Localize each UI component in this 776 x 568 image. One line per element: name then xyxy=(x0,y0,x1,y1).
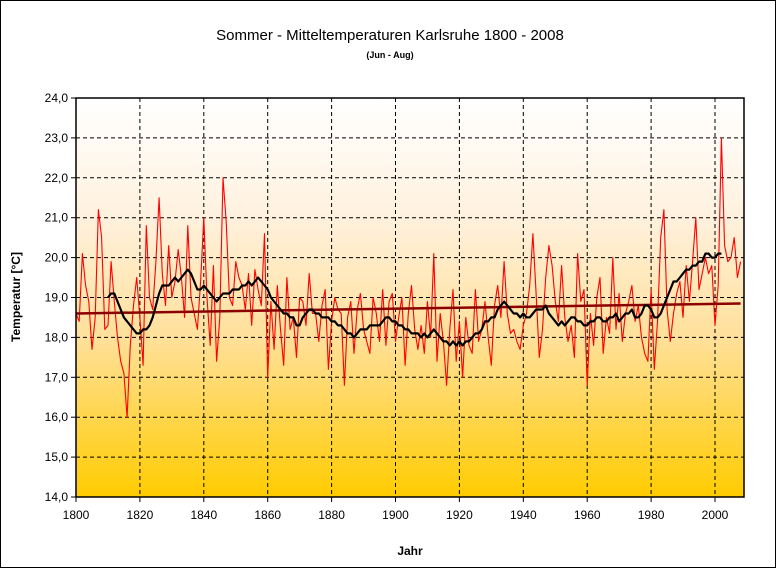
annual-temperature-line xyxy=(75,137,742,418)
y-tick-label: 14,0 xyxy=(45,490,69,504)
y-tick-label: 20,0 xyxy=(45,251,69,265)
moving-average-series-group xyxy=(107,252,722,347)
x-tick-label: 1960 xyxy=(574,508,601,522)
x-tick-label: 1900 xyxy=(382,508,409,522)
y-tick-label: 21,0 xyxy=(45,211,69,225)
x-tick-label: 1880 xyxy=(318,508,345,522)
y-tick-label: 17,0 xyxy=(45,370,69,384)
x-axis-label: Jahr xyxy=(397,544,423,558)
y-tick-label: 16,0 xyxy=(45,410,69,424)
x-tick-label: 2000 xyxy=(702,508,729,522)
x-tick-label: 1920 xyxy=(446,508,473,522)
moving-average-line xyxy=(107,252,722,347)
chart-title: Sommer - Mitteltemperaturen Karlsruhe 18… xyxy=(216,27,564,44)
x-axis: 1800 1820 1840 1860 1880 1900 1920 1940 1960 1980… xyxy=(63,497,729,522)
y-tick-label: 22,0 xyxy=(45,171,69,185)
x-tick-label: 1940 xyxy=(510,508,537,522)
x-tick-label: 1860 xyxy=(254,508,281,522)
x-tick-label: 1980 xyxy=(638,508,665,522)
trend-series-group xyxy=(75,302,741,315)
x-tick-label: 1840 xyxy=(190,508,217,522)
chart-subtitle: (Jun - Aug) xyxy=(366,50,413,60)
annual-series-group xyxy=(75,137,742,418)
y-tick-label: 23,0 xyxy=(45,131,69,145)
y-tick-label: 19,0 xyxy=(45,291,69,305)
y-axis: 14,0 15,0 16,0 17,0 18,0 19,0 20,0 21,0 22,0 23,0… xyxy=(45,91,76,504)
linear-trend-line xyxy=(75,302,741,315)
y-tick-label: 15,0 xyxy=(45,450,69,464)
y-tick-label: 24,0 xyxy=(45,91,69,105)
x-tick-label: 1820 xyxy=(127,508,154,522)
y-axis-label: Temperatur [°C] xyxy=(9,252,23,342)
x-tick-label: 1800 xyxy=(63,508,90,522)
y-tick-label: 18,0 xyxy=(45,330,69,344)
